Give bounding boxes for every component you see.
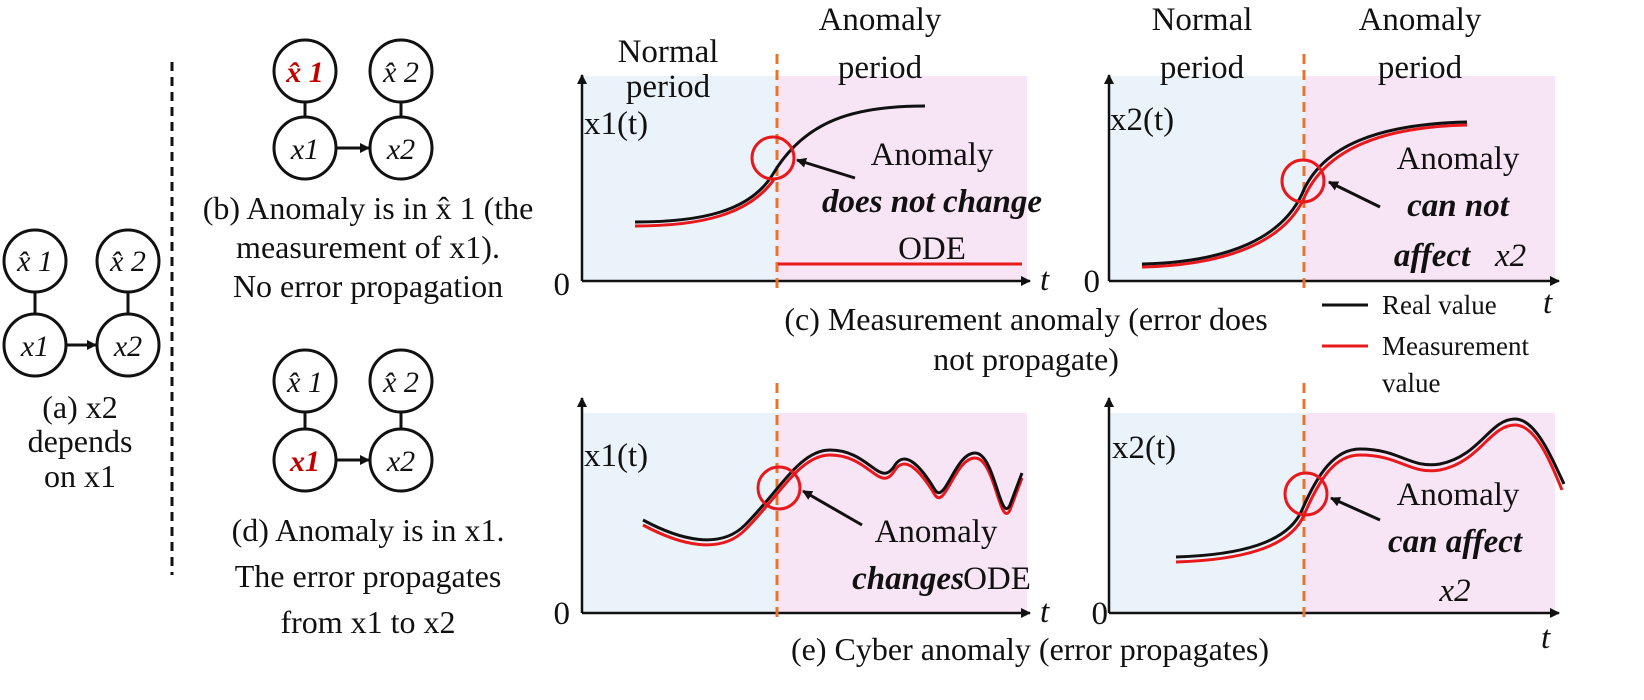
label-anomaly-2: period bbox=[1378, 50, 1463, 86]
measurement-curve bbox=[1141, 123, 1468, 269]
normal-region bbox=[1109, 413, 1305, 613]
label-normal-2: period bbox=[626, 69, 711, 105]
plot-e1: x1(t) 0 t Anomaly changes ODE bbox=[554, 383, 1050, 632]
real-curve bbox=[1141, 120, 1468, 266]
measurement-curve bbox=[634, 177, 777, 228]
label-d-xhat1: x̂ 1 bbox=[286, 366, 323, 399]
xlabel: t bbox=[1543, 285, 1553, 321]
normal-region bbox=[582, 413, 777, 613]
annotation-line1: Anomaly bbox=[871, 137, 994, 173]
plot-c2: Normal period Anomaly period x2(t) 0 t A… bbox=[1084, 2, 1560, 321]
label-d-x2: x2 bbox=[386, 445, 415, 478]
annotation-line2: can affect bbox=[1388, 524, 1523, 560]
label-normal-2: period bbox=[1160, 50, 1245, 86]
ylabel: x1(t) bbox=[584, 106, 648, 142]
label-a-xhat2: x̂ 2 bbox=[109, 245, 146, 278]
zero-label: 0 bbox=[1092, 596, 1109, 632]
label-a-x2: x2 bbox=[113, 330, 142, 363]
caption-c-line2: not propagate) bbox=[933, 341, 1119, 377]
caption-b-line2: measurement of x1). bbox=[236, 229, 500, 265]
xlabel: t bbox=[1040, 594, 1050, 630]
real-curve bbox=[642, 448, 1024, 542]
anomaly-region bbox=[1305, 76, 1555, 281]
annotation-line3: x2 bbox=[1438, 573, 1470, 609]
caption-c-line1: (c) Measurement anomaly (error does bbox=[784, 301, 1267, 337]
annotation-arrow bbox=[802, 489, 863, 527]
caption-d-line3: from x1 to x2 bbox=[280, 604, 455, 640]
xlabel: t bbox=[1541, 620, 1551, 656]
label-normal-1: Normal bbox=[1152, 2, 1253, 38]
annotation-arrow bbox=[1328, 180, 1381, 209]
anomaly-circle bbox=[750, 135, 796, 181]
plot-c1: Normal period Anomaly period x1(t) 0 t A… bbox=[554, 2, 1051, 303]
annotation-line1: Anomaly bbox=[1397, 477, 1520, 513]
legend-real-label: Real value bbox=[1382, 290, 1497, 320]
annotation-arrow bbox=[796, 157, 856, 180]
legend-measurement-label-1: Measurement bbox=[1382, 331, 1529, 361]
label-b-x1: x1 bbox=[290, 133, 319, 166]
plot-e2: x2(t) 0 t Anomaly can affect x2 bbox=[1092, 383, 1566, 656]
anomaly-circle bbox=[756, 465, 802, 511]
label-b-x2: x2 bbox=[386, 133, 415, 166]
zero-label: 0 bbox=[1084, 264, 1101, 300]
anomaly-region bbox=[1305, 413, 1555, 613]
normal-region bbox=[582, 76, 777, 281]
label-b-xhat2: x̂ 2 bbox=[382, 56, 419, 89]
ylabel: x1(t) bbox=[584, 438, 648, 474]
label-a-x1: x1 bbox=[20, 330, 49, 363]
label-normal-1: Normal bbox=[618, 34, 719, 70]
label-anomaly-1: Anomaly bbox=[819, 2, 942, 38]
panel-a: x̂ 1 x̂ 2 x1 x2 (a) x2 depends on x1 bbox=[2, 228, 161, 494]
anomaly-region bbox=[777, 76, 1027, 281]
caption-a-line2: depends bbox=[28, 423, 133, 459]
panel-d: x̂ 1 x̂ 2 x1 x2 (d) Anomaly is in x1. Th… bbox=[232, 348, 505, 640]
zero-label: 0 bbox=[554, 596, 571, 632]
label-b-xhat1: x̂ 1 bbox=[285, 56, 324, 89]
annotation-line2: does not change bbox=[822, 184, 1042, 220]
annotation-line1: Anomaly bbox=[1397, 141, 1520, 177]
annotation-line3a: affect bbox=[1394, 238, 1471, 274]
annotation-line1: Anomaly bbox=[875, 514, 998, 550]
label-anomaly-1: Anomaly bbox=[1359, 2, 1482, 38]
annotation-line3b: x2 bbox=[1494, 238, 1526, 274]
anomaly-circle bbox=[1283, 471, 1329, 517]
ylabel: x2(t) bbox=[1110, 102, 1174, 138]
measurement-curve bbox=[1175, 423, 1564, 564]
annotation-line2a: changes bbox=[852, 561, 964, 597]
caption-d-line2: The error propagates bbox=[235, 558, 502, 594]
label-anomaly-2: period bbox=[838, 50, 923, 86]
annotation-line3: ODE bbox=[898, 231, 966, 267]
legend: Real value Measurement value bbox=[1322, 290, 1529, 398]
panel-b: x̂ 1 x̂ 2 x1 x2 (b) Anomaly is in x̂ 1 (… bbox=[203, 38, 534, 304]
caption-e: (e) Cyber anomaly (error propagates) bbox=[791, 631, 1269, 667]
anomaly-circle bbox=[1280, 158, 1326, 204]
measurement-curve bbox=[642, 453, 1024, 547]
legend-measurement-label-2: value bbox=[1382, 368, 1440, 398]
caption-a-line3: on x1 bbox=[44, 458, 116, 494]
annotation-arrow bbox=[1330, 496, 1381, 522]
annotation-line2: can not bbox=[1407, 188, 1510, 224]
real-curve bbox=[634, 104, 926, 224]
zero-label: 0 bbox=[554, 267, 571, 303]
label-d-x1: x1 bbox=[289, 445, 320, 478]
xlabel: t bbox=[1040, 262, 1050, 298]
real-curve bbox=[1175, 417, 1566, 559]
anomaly-region bbox=[777, 413, 1027, 613]
label-a-xhat1: x̂ 1 bbox=[16, 245, 53, 278]
caption-b-line1: (b) Anomaly is in x̂ 1 (the bbox=[203, 190, 534, 226]
normal-region bbox=[1109, 76, 1305, 281]
ylabel: x2(t) bbox=[1112, 430, 1176, 466]
label-d-xhat2: x̂ 2 bbox=[382, 366, 419, 399]
annotation-line2b: ODE bbox=[963, 561, 1031, 597]
caption-b-line3: No error propagation bbox=[233, 268, 503, 304]
caption-d-line1: (d) Anomaly is in x1. bbox=[232, 512, 505, 548]
caption-a-line1: (a) x2 bbox=[42, 389, 118, 425]
